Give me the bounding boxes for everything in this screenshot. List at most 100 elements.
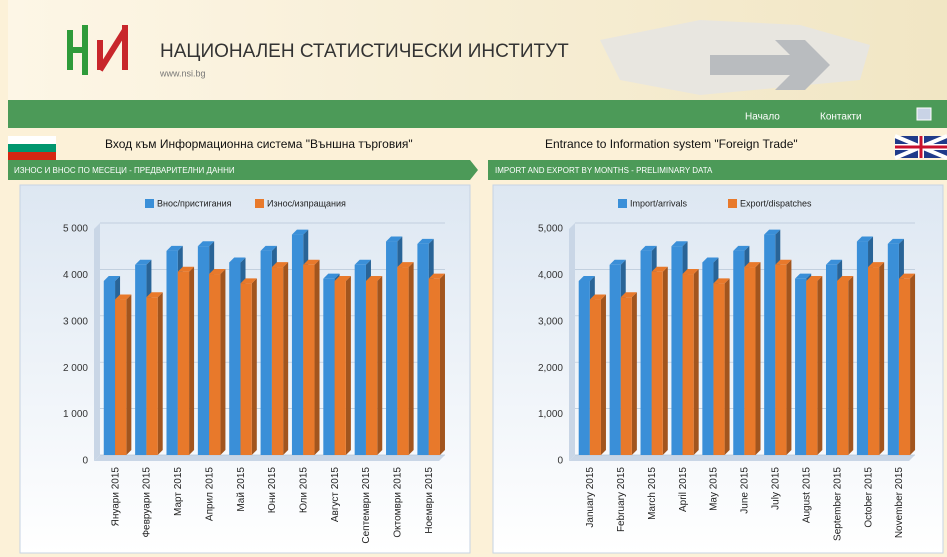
x-tick-label: August 2015 [801,467,812,524]
bar-side [377,276,383,455]
bar [135,264,147,455]
section-bar [488,160,947,180]
bar-side [220,269,226,455]
bar [197,246,210,455]
bar [744,267,756,455]
bar [260,250,272,455]
bar [795,278,807,455]
bar [103,281,116,455]
bar-side [314,259,320,455]
site-title: НАЦИОНАЛЕН СТАТИСТИЧЕСКИ ИНСТИТУТ [160,41,569,62]
bar-top [240,278,257,284]
bar-top [589,294,606,300]
x-tick-label: June 2015 [740,467,751,514]
axis-wall [569,223,575,461]
bar-side [910,273,916,455]
x-tick-label: Февруари 2015 [142,467,153,538]
x-tick-label: Януари 2015 [110,467,121,527]
bar [417,243,429,455]
bar [620,297,632,455]
x-tick-label: Август 2015 [330,467,341,523]
bar-top [260,245,277,251]
bar-top [713,278,730,284]
y-tick-label: 4,000 [538,270,563,281]
axis-floor [569,455,915,461]
bar-top [323,273,340,279]
bar-side [126,294,132,455]
bar [640,250,652,455]
bar-top [103,276,121,281]
lang-icon[interactable] [916,107,932,121]
section-bar [8,160,478,180]
legend-label: Import/arrivals [630,198,688,208]
bar [806,281,818,455]
y-tick-label: 0 [557,456,563,467]
y-tick-label: 0 [82,456,88,467]
bar-top [898,273,916,279]
bar-side [157,292,163,455]
bar [887,243,899,455]
uk-flag[interactable] [894,134,947,160]
bar-side [879,262,885,455]
bar-side [662,266,668,455]
bar-top [609,259,626,265]
bar-top [682,269,699,275]
bar-top [209,269,226,275]
bg-flag[interactable] [8,136,56,160]
bar [229,262,241,455]
bar-top [671,241,688,247]
bar-top [775,259,792,265]
bar-top [354,259,371,265]
legend-swatch [618,199,627,208]
bar-top [868,262,885,268]
bar [334,281,346,455]
x-tick-label: Ноември 2015 [424,467,435,534]
bar-top [744,262,761,268]
bar [671,246,683,455]
bar-side [251,278,257,455]
bar [166,250,178,455]
bar-top [837,276,854,281]
y-tick-label: 5,000 [538,224,563,235]
bar-top [620,292,637,298]
bar-top [795,273,812,279]
logo [67,25,128,75]
x-tick-label: Октомври 2015 [393,467,404,538]
bar-side [408,262,414,455]
legend-swatch [728,199,737,208]
bar [609,264,621,455]
bar-side [848,276,854,455]
bar-top [825,259,843,265]
bar [713,283,725,455]
bar-side [817,276,823,455]
bar [868,267,880,455]
bar [651,271,663,455]
bar-top [856,236,874,242]
nav-link[interactable]: Начало [745,112,780,123]
legend-swatch [145,199,154,208]
bar-top [166,245,183,251]
x-tick-label: Май 2015 [236,467,247,512]
nav-link[interactable]: Контакти [820,112,862,123]
bar-top [397,262,414,268]
y-tick-label: 1 000 [63,409,88,420]
x-tick-label: January 2015 [585,467,596,528]
section-title: ИЗНОС И ВНОС ПО МЕСЕЦИ - ПРЕДВАРИТЕЛНИ Д… [14,166,235,175]
bar [209,274,221,455]
legend-label: Внос/пристигания [157,198,232,208]
bar-top [578,276,595,281]
bar-side [755,262,761,455]
bar [825,264,838,455]
x-tick-label: September 2015 [832,467,843,541]
y-tick-label: 4 000 [63,270,88,281]
legend-label: Export/dispatches [740,198,812,208]
x-tick-label: Септември 2015 [361,467,372,544]
bar-top [115,294,132,300]
bar-top [146,292,163,298]
legend-label: Износ/изпращания [267,198,346,208]
bar-top [887,238,904,244]
bar-top [417,238,434,244]
bar-side [693,269,699,455]
bar [323,278,335,455]
